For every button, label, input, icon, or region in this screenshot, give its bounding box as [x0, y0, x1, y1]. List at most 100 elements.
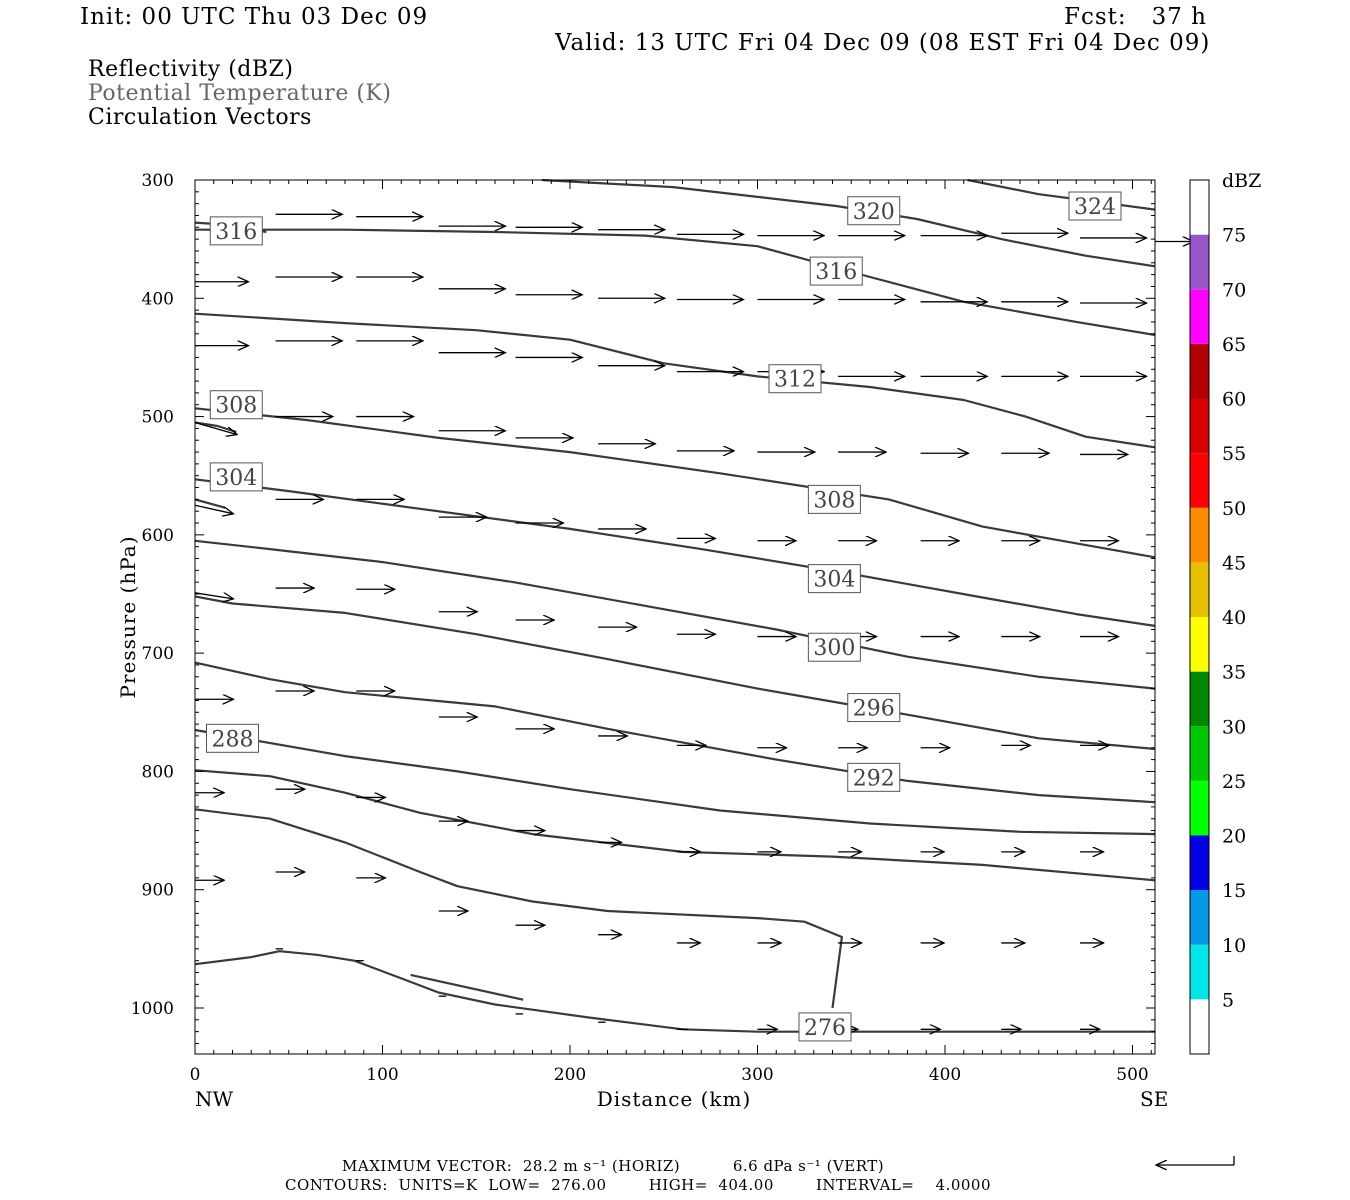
- svg-text:320: 320: [853, 200, 895, 225]
- colorbar-label: 75: [1222, 225, 1246, 247]
- colorbar-segment: [1190, 289, 1209, 344]
- x-axis-label: Distance (km): [596, 1087, 752, 1111]
- x-tick-label: 0: [190, 1065, 201, 1085]
- circulation-vector: [194, 421, 236, 434]
- dbz-colorbar: 5 10 15 20 25 30 35 40 45 50 55 60 65 70 75 dBZ: [1189, 170, 1261, 1055]
- axes: 300 400 500 600 700 800 900 1000 0 100 200 300 400 50…: [131, 171, 1155, 1085]
- contour-label-288: 288: [206, 723, 259, 753]
- contour-label-296: 296: [847, 693, 901, 723]
- colorbar-segment: [1190, 234, 1209, 290]
- colorbar-segment: [1190, 944, 1209, 1000]
- svg-text:288: 288: [212, 727, 254, 752]
- contour-label-312: 312: [768, 364, 822, 394]
- y-tick-label: 1000: [131, 999, 174, 1019]
- colorbar-label: 70: [1222, 279, 1246, 301]
- x-end-label-nw: NW: [195, 1087, 234, 1111]
- colorbar-segment: [1190, 343, 1209, 399]
- colorbar-label: 60: [1222, 389, 1246, 411]
- contour-label-300: 300: [807, 632, 861, 662]
- colorbar-segment: [1190, 671, 1209, 727]
- colorbar-label: 55: [1222, 443, 1246, 465]
- plot-frame: [194, 179, 1156, 1055]
- contour-label-316: 316: [809, 256, 863, 286]
- colorbar-segment: [1190, 999, 1209, 1054]
- colorbar-segment: [1190, 562, 1209, 617]
- svg-text:304: 304: [215, 466, 257, 491]
- contour-label-316: 316: [209, 216, 263, 246]
- theta-contour-300-9: [194, 539, 1156, 690]
- colorbar-segment: [1190, 398, 1209, 454]
- contour-info: CONTOURS: UNITS=K LOW= 276.00 HIGH= 404.…: [285, 1176, 991, 1194]
- svg-text:308: 308: [215, 394, 257, 419]
- theta-contour-292-11: [194, 661, 1156, 804]
- colorbar-segment: [1190, 890, 1209, 945]
- contour-label-276: 276: [798, 1012, 852, 1042]
- colorbar-label: 25: [1222, 771, 1246, 793]
- colorbar-label: 45: [1222, 552, 1246, 574]
- contour-labels: 324 320 316 316 312 308 308 304 304 300 296 292 288 2…: [206, 191, 1122, 1042]
- contour-label-308: 308: [807, 484, 861, 514]
- svg-text:292: 292: [853, 766, 895, 791]
- field-reflectivity: Reflectivity (dBZ): [88, 57, 294, 82]
- theta-contour-316-2: [195, 228, 1156, 337]
- y-tick-label: 300: [142, 171, 174, 191]
- colorbar-label: 20: [1222, 826, 1246, 848]
- theta-contour-296-10: [194, 595, 1156, 751]
- svg-text:312: 312: [774, 368, 816, 393]
- colorbar-label: 65: [1222, 334, 1246, 356]
- reference-vector-icon: [1157, 1156, 1235, 1165]
- contour-label-292: 292: [847, 762, 901, 792]
- theta-contours: [194, 178, 1156, 1033]
- colorbar-title: dBZ: [1222, 170, 1261, 192]
- circulation-vector: [194, 592, 233, 599]
- svg-text:276: 276: [804, 1016, 846, 1041]
- svg-text:308: 308: [813, 488, 855, 513]
- svg-text:324: 324: [1074, 195, 1116, 220]
- contour-label-320: 320: [847, 196, 901, 226]
- contour-label-304: 304: [209, 462, 263, 492]
- theta-contour-288-12: [194, 728, 1156, 836]
- svg-text:316: 316: [215, 220, 257, 245]
- y-axis-label: Pressure (hPa): [116, 535, 140, 699]
- y-tick-label: 900: [142, 881, 174, 901]
- contour-label-304: 304: [807, 564, 861, 594]
- x-tick-label: 200: [554, 1065, 586, 1085]
- svg-text:316: 316: [815, 260, 857, 285]
- x-tick-label: 100: [366, 1065, 398, 1085]
- circulation-vectors: [194, 214, 1193, 1029]
- max-vector-note: MAXIMUM VECTOR: 28.2 m s⁻¹ (HORIZ) 6.6 d…: [342, 1157, 885, 1175]
- colorbar-segment: [1190, 726, 1209, 781]
- theta-contour-312-4: [194, 312, 1156, 449]
- forecast-hour: Fcst: 37 h: [1064, 4, 1207, 30]
- svg-text:304: 304: [813, 568, 855, 593]
- y-tick-label: 400: [142, 289, 174, 309]
- theta-contour-304-7: [194, 478, 1156, 627]
- circulation-vector: [194, 504, 233, 513]
- colorbar-segment: [1190, 835, 1209, 891]
- colorbar-label: 40: [1222, 607, 1246, 629]
- theta-contour-304-8: [194, 498, 226, 509]
- x-end-label-se: SE: [1140, 1087, 1169, 1111]
- x-tick-label: 400: [929, 1065, 961, 1085]
- x-tick-label: 500: [1116, 1065, 1148, 1085]
- x-tick-label: 300: [741, 1065, 773, 1085]
- theta-contour-308-5: [194, 407, 1156, 559]
- y-tick-label: 600: [142, 526, 174, 546]
- colorbar-label: 35: [1222, 662, 1246, 684]
- theta-contour-324-0: [967, 178, 1156, 211]
- colorbar-frame: [1189, 179, 1210, 1055]
- colorbar-label: 5: [1222, 989, 1234, 1011]
- theta-contour-276-16: [410, 973, 524, 1001]
- y-tick-label: 800: [142, 762, 174, 782]
- contour-label-324: 324: [1068, 191, 1122, 221]
- init-time: Init: 00 UTC Thu 03 Dec 09: [80, 4, 429, 30]
- y-tick-label: 500: [142, 408, 174, 428]
- colorbar-label: 30: [1222, 716, 1246, 738]
- colorbar-segment: [1190, 617, 1209, 672]
- y-tick-label: 700: [142, 644, 174, 664]
- svg-text:296: 296: [853, 697, 895, 722]
- field-circulation-vectors: Circulation Vectors: [88, 105, 312, 130]
- colorbar-segment: [1190, 507, 1209, 563]
- theta-contour-280-14: [194, 808, 843, 1009]
